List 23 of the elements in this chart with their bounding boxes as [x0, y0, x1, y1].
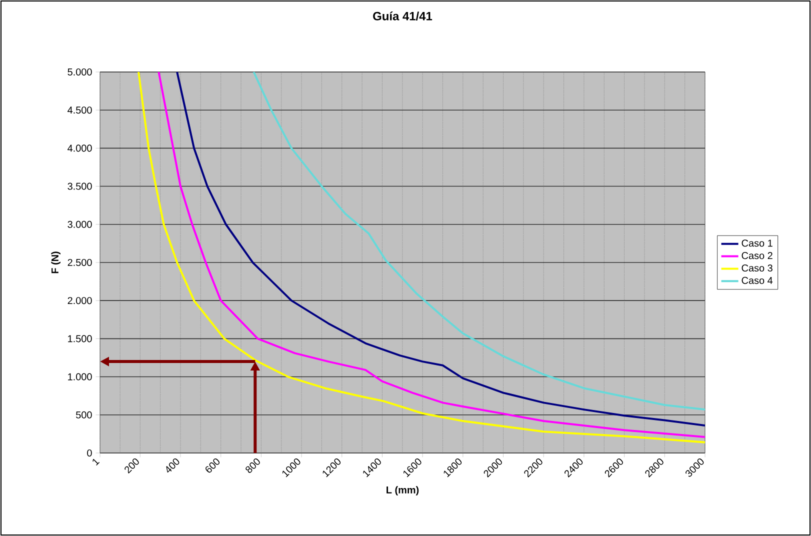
y-tick-label: 500: [76, 411, 92, 418]
y-tick-label: 5.000: [68, 68, 92, 76]
legend-label: Caso 1: [742, 240, 772, 247]
y-tick-label: 4.500: [68, 106, 92, 114]
y-tick-label: 2.500: [68, 258, 92, 266]
chart-title: Guía 41/41: [373, 11, 432, 20]
x-tick-label: 800: [246, 458, 260, 473]
legend-label: Caso 3: [742, 264, 772, 272]
y-tick-label: 4.000: [68, 144, 92, 152]
legend-label: Caso 2: [742, 252, 772, 260]
y-tick-label: 0: [87, 449, 92, 457]
y-tick-label: 3.000: [68, 220, 92, 228]
x-tick-label: 400: [166, 458, 180, 473]
x-tick-label: 200: [124, 458, 139, 474]
y-tick-label: 2.000: [68, 297, 92, 304]
x-tick-label: 1: [92, 458, 100, 466]
y-tick-label: 1.000: [68, 373, 92, 380]
y-axis-title: F (N): [51, 252, 60, 274]
x-tick-label: 600: [206, 458, 220, 473]
y-tick-label: 1.500: [68, 335, 92, 342]
x-axis-title: L (mm): [386, 486, 419, 496]
legend-label: Caso 4: [742, 276, 773, 284]
y-tick-label: 3.500: [68, 182, 92, 190]
